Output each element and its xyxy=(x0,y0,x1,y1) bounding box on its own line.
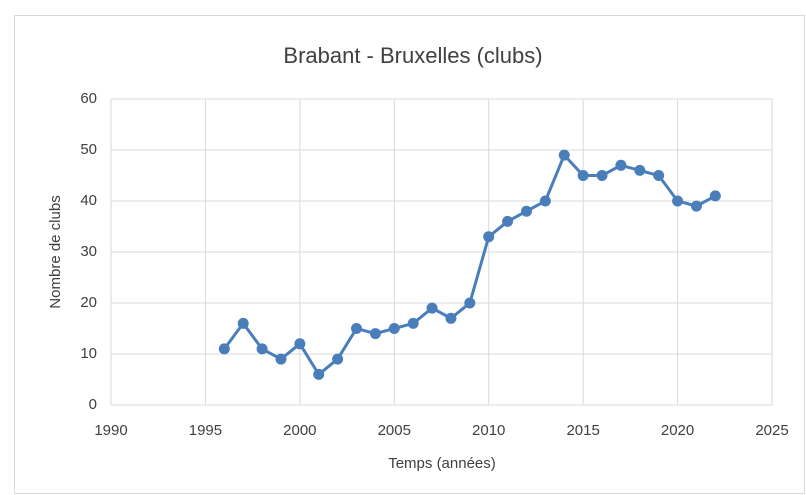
data-point xyxy=(407,317,419,329)
x-tick-label: 2010 xyxy=(472,422,505,439)
data-point xyxy=(445,312,457,324)
data-point xyxy=(256,343,268,355)
data-point xyxy=(313,368,325,380)
data-point xyxy=(634,164,646,176)
data-point xyxy=(369,328,381,340)
y-tick-label: 60 xyxy=(80,90,97,107)
data-point xyxy=(483,231,495,243)
y-tick-label: 0 xyxy=(89,396,97,413)
data-point xyxy=(672,195,684,207)
data-point xyxy=(332,353,344,365)
data-point xyxy=(351,323,363,334)
data-point xyxy=(615,159,627,171)
data-point xyxy=(294,338,306,350)
data-point xyxy=(275,353,287,365)
data-point xyxy=(690,200,702,212)
x-tick-label: 2000 xyxy=(283,422,316,439)
y-tick-label: 30 xyxy=(80,243,97,260)
data-point xyxy=(577,170,589,181)
data-point xyxy=(709,190,721,202)
data-point xyxy=(520,205,532,217)
data-point xyxy=(596,170,608,181)
data-point xyxy=(388,323,400,334)
x-axis-label: Temps (années) xyxy=(388,455,496,472)
data-point xyxy=(218,343,230,355)
data-point xyxy=(558,149,570,161)
data-point xyxy=(653,170,665,181)
chart-border xyxy=(14,15,805,494)
data-point xyxy=(539,195,551,207)
x-tick-label: 2025 xyxy=(755,422,788,439)
x-tick-label: 2020 xyxy=(661,422,694,439)
data-point xyxy=(464,297,476,309)
data-point xyxy=(237,317,249,329)
x-tick-label: 1995 xyxy=(189,422,222,439)
x-tick-label: 2015 xyxy=(566,422,599,439)
data-point xyxy=(502,215,514,227)
y-tick-label: 20 xyxy=(80,294,97,311)
x-tick-label: 1990 xyxy=(94,422,127,439)
y-tick-label: 50 xyxy=(80,141,97,158)
y-tick-label: 10 xyxy=(80,345,97,362)
data-point xyxy=(426,302,438,314)
y-axis-label: Nombre de clubs xyxy=(47,195,64,308)
x-tick-label: 2005 xyxy=(378,422,411,439)
y-tick-label: 40 xyxy=(80,192,97,209)
chart-title: Brabant - Bruxelles (clubs) xyxy=(283,43,542,68)
